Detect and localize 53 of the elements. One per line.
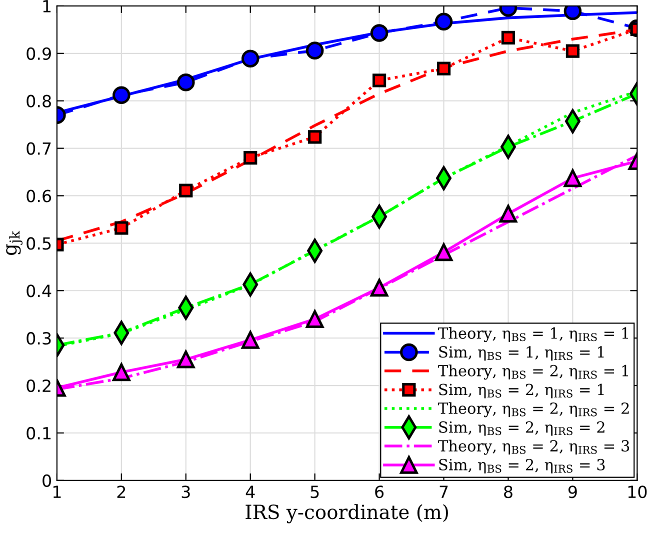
point <box>179 184 193 198</box>
x-tick-label: 10 <box>628 486 647 498</box>
point <box>112 363 130 382</box>
y-tick-label: 1 <box>43 0 51 12</box>
legend-label: Sim, η$_{BS}$ = 2, η$_{IRS}$ = 1 <box>439 384 604 398</box>
point <box>372 74 386 88</box>
point <box>112 86 130 104</box>
point <box>434 12 453 30</box>
y-tick-label: 0.1 <box>26 426 51 440</box>
y-tick-label: 0.6 <box>26 190 52 202</box>
point <box>501 30 516 45</box>
y-tick-label: 0 <box>42 474 51 487</box>
x-tick-label: 8 <box>504 486 512 498</box>
y-tick-label: 0.9 <box>26 47 51 60</box>
point <box>370 24 388 42</box>
y-tick-label: 0.7 <box>26 142 51 155</box>
point <box>308 130 322 144</box>
y-tick-label: 0.3 <box>26 332 51 345</box>
point <box>177 350 195 368</box>
y-axis-title: g$_{jk}$ <box>6 230 23 256</box>
y-tick-label: 0.5 <box>26 237 51 250</box>
x-tick-label: 4 <box>246 486 255 498</box>
point <box>114 221 128 235</box>
x-tick-label: 9 <box>568 486 577 498</box>
legend-label: Theory, η$_{BS}$ = 2, η$_{IRS}$ = 2 <box>438 402 629 418</box>
y-tick-label: 0.2 <box>26 379 50 392</box>
point <box>177 73 195 92</box>
x-tick-label: 3 <box>182 486 190 498</box>
point <box>244 150 258 165</box>
point <box>436 62 451 76</box>
point <box>241 50 260 68</box>
x-tick-label: 2 <box>117 486 126 498</box>
x-tick-label: 1 <box>53 486 61 498</box>
x-tick-label: 6 <box>375 486 384 498</box>
legend-label: Theory, η$_{BS}$ = 2, η$_{IRS}$ = 3 <box>438 440 630 455</box>
point <box>499 204 518 223</box>
point <box>306 310 324 328</box>
x-tick-label: 7 <box>440 486 448 498</box>
legend-label: Sim, η$_{BS}$ = 2, η$_{IRS}$ = 3 <box>439 458 605 474</box>
point <box>566 44 580 58</box>
legend-label: Theory, η$_{BS}$ = 2, η$_{IRS}$ = 1 <box>438 364 628 380</box>
legend-label: Theory, η$_{BS}$ = 1, η$_{IRS}$ = 1 <box>438 327 628 342</box>
point <box>564 169 582 188</box>
point <box>370 278 388 297</box>
point <box>306 42 324 60</box>
legend-label: Sim, η$_{BS}$ = 2, η$_{IRS}$ = 2 <box>439 421 604 436</box>
y-tick-label: 0.8 <box>26 94 51 108</box>
point <box>241 331 260 349</box>
point <box>434 243 453 262</box>
x-axis-title: IRS y-coordinate (m) <box>246 504 448 524</box>
legend-label: Sim, η$_{BS}$ = 1, η$_{IRS}$ = 1 <box>439 346 604 361</box>
x-tick-label: 5 <box>310 486 319 498</box>
y-tick-label: 0.4 <box>26 284 52 298</box>
